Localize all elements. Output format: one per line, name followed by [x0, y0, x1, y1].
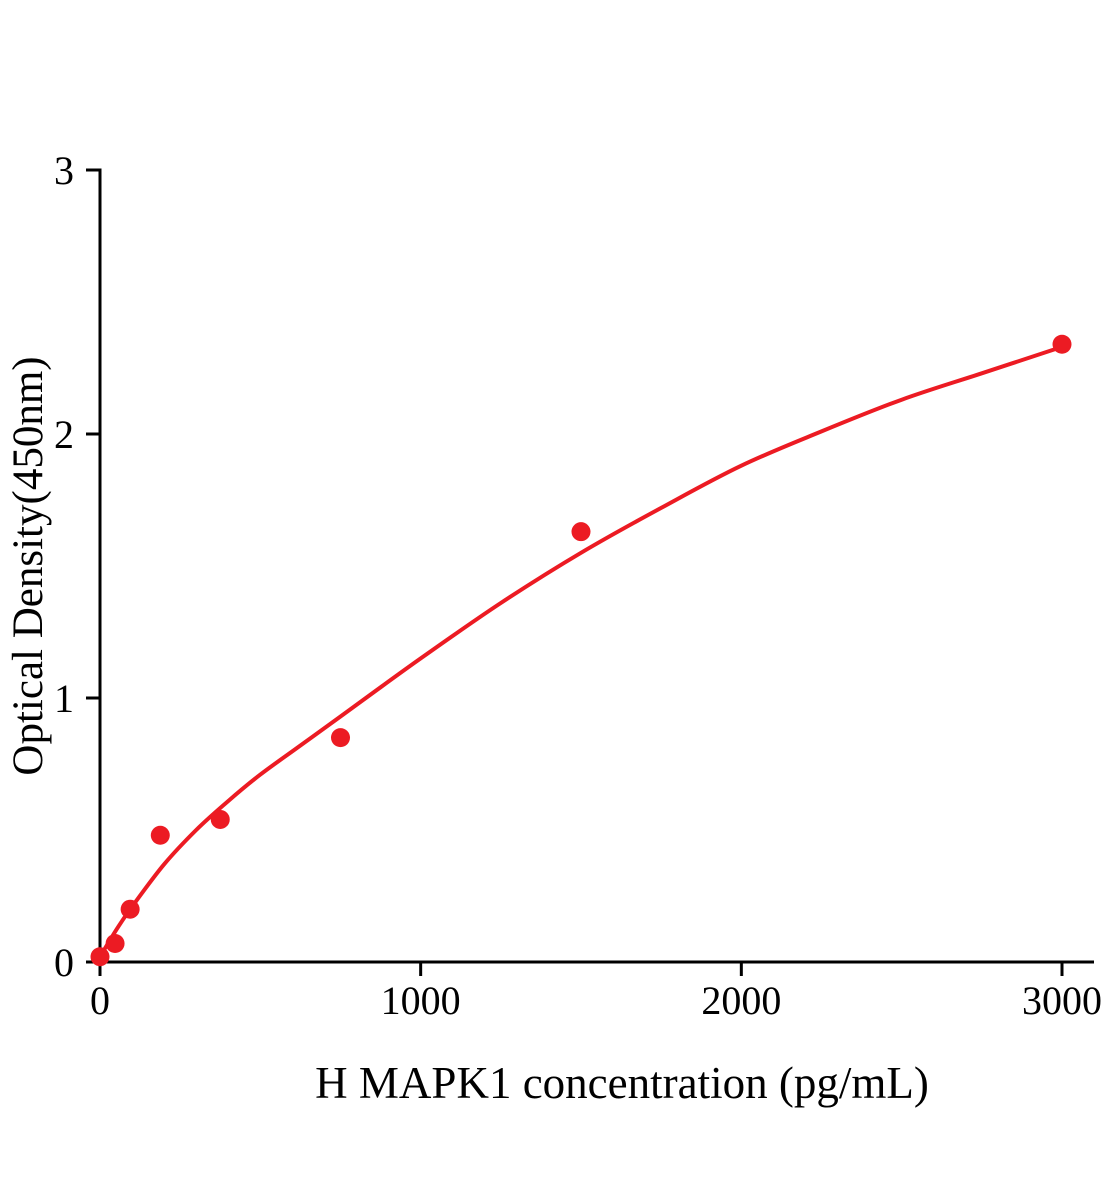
data-point [90, 947, 110, 967]
data-point [571, 522, 591, 542]
axis-tick-labels: 0 1000 2000 3000 0 1 2 3 [54, 148, 1102, 1023]
data-point [331, 728, 350, 748]
data-point [105, 934, 125, 954]
y-tick-label: 3 [54, 148, 74, 193]
x-tick-label: 2000 [701, 978, 781, 1023]
data-points [90, 334, 1072, 967]
x-tick-label: 1000 [381, 978, 461, 1023]
data-point [120, 899, 140, 919]
x-tick-label: 0 [90, 978, 110, 1023]
axis-ticks [86, 168, 1064, 976]
data-point [1052, 334, 1072, 354]
y-axis-title: Optical Density(450nm) [5, 356, 52, 775]
data-point [150, 825, 170, 845]
y-tick-label: 1 [54, 676, 74, 721]
data-point [210, 809, 230, 829]
y-tick-label: 0 [54, 940, 74, 985]
y-tick-label: 2 [54, 412, 74, 457]
x-axis-title: H MAPK1 concentration (pg/mL) [315, 1058, 929, 1108]
axes [98, 168, 1094, 964]
fit-curve-line [98, 344, 1064, 959]
x-tick-label: 3000 [1022, 978, 1102, 1023]
